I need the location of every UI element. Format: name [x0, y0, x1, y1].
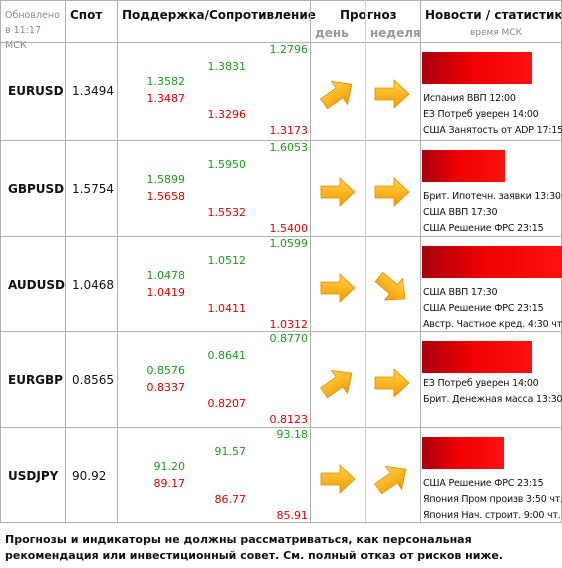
news-item: США Решение ФРС 23:15 [423, 303, 544, 314]
news-item: Япония Нач. строит. 9:00 чт. [423, 510, 561, 521]
news-item: Япония Пром произв 3:50 чт. [423, 494, 562, 505]
grid-line [0, 140, 562, 141]
level-a1: 1.0478 [146, 269, 186, 282]
level-b2: 1.3296 [207, 108, 247, 121]
spot: 1.3494 [72, 84, 114, 98]
news-item: США Занятость от ADP 17:15 [423, 125, 562, 136]
news-bar [422, 341, 532, 373]
updated: Обновлено в 11:17 МСК [5, 10, 60, 51]
pair: USDJPY [8, 469, 59, 483]
grid-line [117, 0, 118, 522]
forecast-week [372, 462, 412, 500]
level-b1: 0.8641 [207, 349, 247, 362]
news-time: время МСК [470, 28, 523, 38]
grid-line [310, 0, 311, 522]
news-item: ЕЗ Потреб уверен 14:00 [423, 378, 539, 389]
grid-line [0, 331, 562, 332]
forecast-week [372, 271, 412, 309]
level-a2: 1.5658 [146, 190, 186, 203]
pair: GBPUSD [8, 182, 65, 196]
week-header: неделя [370, 26, 421, 40]
spot: 1.0468 [72, 278, 114, 292]
level-b1: 1.0512 [207, 254, 247, 267]
level-c2: 1.5400 [269, 222, 309, 235]
pair: EURGBP [8, 373, 63, 387]
level-b2: 1.0411 [207, 302, 247, 315]
level-c1: 0.8770 [269, 332, 309, 345]
news-item: США ВВП 17:30 [423, 287, 498, 298]
news-item: США ВВП 17:30 [423, 207, 498, 218]
news-bar [422, 246, 562, 278]
forecast-week [372, 366, 412, 404]
grid-line [0, 522, 562, 523]
level-c2: 1.3173 [269, 124, 309, 137]
level-b2: 0.8207 [207, 397, 247, 410]
level-a1: 1.5899 [146, 173, 186, 186]
level-b2: 1.5532 [207, 206, 247, 219]
day-header: день [315, 26, 349, 40]
forecast-day [318, 77, 358, 115]
level-a2: 89.17 [153, 477, 186, 490]
level-b1: 91.57 [214, 445, 247, 458]
news-item: Брит. Денежная масса 13:30 [423, 394, 562, 405]
grid-line [0, 42, 562, 43]
level-a2: 0.8337 [146, 381, 186, 394]
spot: 1.5754 [72, 182, 114, 196]
forecast-day [318, 175, 358, 213]
grid-line [420, 0, 421, 522]
level-c1: 1.2796 [269, 43, 309, 56]
grid-line [0, 427, 562, 428]
level-a2: 1.0419 [146, 286, 186, 299]
grid-line [0, 0, 1, 522]
grid-line [365, 0, 366, 522]
news-item: Брит. Ипотечн. заявки 13:30 [423, 191, 561, 202]
level-b2: 86.77 [214, 493, 247, 506]
news-item: США Решение ФРС 23:15 [423, 223, 544, 234]
disclaimer: Прогнозы и индикаторы не должны рассматр… [5, 533, 504, 562]
level-c2: 85.91 [276, 509, 309, 522]
level-c1: 93.18 [276, 428, 309, 441]
forecast-week [372, 77, 412, 115]
level-a2: 1.3487 [146, 92, 186, 105]
level-a1: 1.3582 [146, 75, 186, 88]
grid-line [0, 236, 562, 237]
level-b1: 1.3831 [207, 60, 247, 73]
spot: 90.92 [72, 469, 107, 483]
spot: 0.8565 [72, 373, 114, 387]
level-a1: 91.20 [153, 460, 186, 473]
grid-line [65, 0, 66, 522]
level-c1: 1.0599 [269, 237, 309, 250]
forecast-day [318, 271, 358, 309]
news-item: Испания ВВП 12:00 [423, 93, 516, 104]
news-header: Новости / статистика [425, 8, 562, 22]
grid-line [0, 0, 562, 1]
forecast-week [372, 175, 412, 213]
news-bar [422, 150, 505, 182]
forecast-header: Прогноз [340, 8, 397, 22]
news-item: ЕЗ Потреб уверен 14:00 [423, 109, 539, 120]
spot-header: Спот [70, 8, 103, 22]
level-c2: 0.8123 [269, 413, 309, 426]
level-a1: 0.8576 [146, 364, 186, 377]
news-item: Австр. Частное кред. 4:30 чт. [423, 319, 562, 330]
pair: EURUSD [8, 84, 64, 98]
news-bar [422, 437, 504, 469]
level-c1: 1.6053 [269, 141, 309, 154]
levels-header: Поддержка/Сопротивление [122, 8, 316, 22]
pair: AUDUSD [8, 278, 65, 292]
level-c2: 1.0312 [269, 318, 309, 331]
forecast-day [318, 366, 358, 404]
level-b1: 1.5950 [207, 158, 247, 171]
news-bar [422, 52, 532, 84]
news-item: США Решение ФРС 23:15 [423, 478, 544, 489]
forecast-day [318, 462, 358, 500]
